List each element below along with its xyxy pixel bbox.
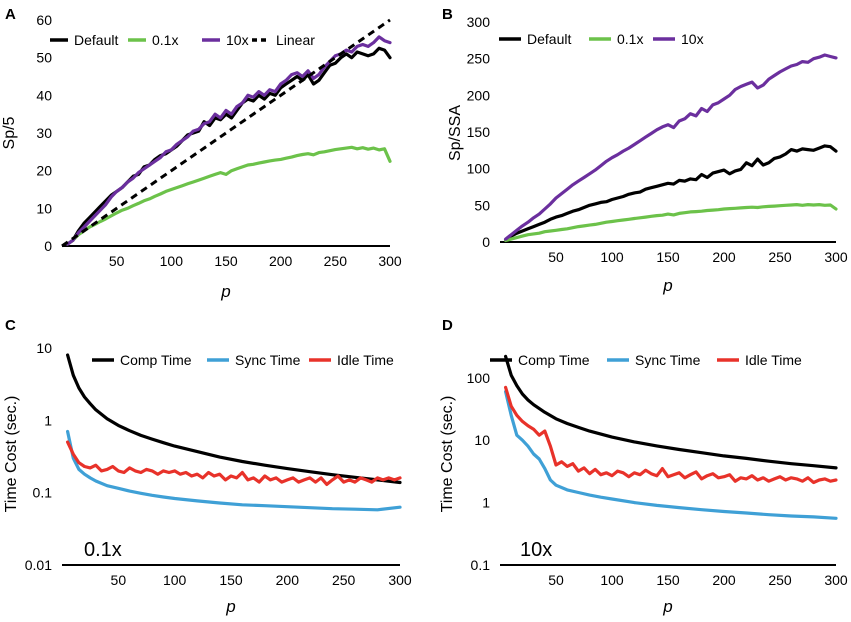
panel-letter: D <box>442 317 453 334</box>
x-tick-label: 50 <box>109 253 125 269</box>
x-tick-label: 300 <box>824 572 848 588</box>
y-tick-label: 100 <box>467 161 491 177</box>
x-tick-label: 50 <box>111 572 127 588</box>
condition-annotation: 0.1x <box>84 539 122 561</box>
y-tick-label: 1 <box>482 495 490 511</box>
y-tick-label: 250 <box>467 51 491 67</box>
y-tick-label: 150 <box>467 124 491 140</box>
x-tick-label: 300 <box>824 249 848 265</box>
series-line-linear <box>61 18 391 248</box>
panel-letter: B <box>442 6 453 23</box>
series-line-10x <box>504 53 838 241</box>
x-tick-label: 100 <box>600 249 624 265</box>
series-line-comp-time <box>65 353 402 485</box>
y-axis-title: Time Cost (sec.) <box>439 396 456 513</box>
y-tick-label: 30 <box>36 125 52 141</box>
legend-label: Sync Time <box>635 352 701 368</box>
x-axis-title: p <box>662 276 672 295</box>
legend-label: 0.1x <box>617 31 643 47</box>
legend: Comp Time Sync Time Idle Time <box>490 352 802 368</box>
legend-label: Comp Time <box>120 352 192 368</box>
series-line-0-1x <box>65 145 392 246</box>
y-tick-label: 200 <box>467 87 491 103</box>
series-line-sync-time <box>65 429 402 512</box>
legend-label: Idle Time <box>337 352 394 368</box>
legend-label: 10x <box>226 32 249 48</box>
y-tick-label: 50 <box>474 197 490 213</box>
x-tick-label: 150 <box>219 572 243 588</box>
legend: Default 0.1x 10x Linear <box>50 32 315 48</box>
x-tick-label: 250 <box>768 572 792 588</box>
y-axis-title: Sp/SSA <box>447 105 464 161</box>
x-tick-label: 200 <box>712 572 736 588</box>
series-line-idle-time <box>65 440 402 486</box>
panel-d: D 50 100 150 200 250 300 0.1 1 10 100 p Time Cost (s… <box>439 317 848 616</box>
y-tick-label: 20 <box>36 163 52 179</box>
x-tick-label: 100 <box>160 253 184 269</box>
x-tick-label: 200 <box>276 572 300 588</box>
legend-label: Default <box>527 31 571 47</box>
y-tick-label: 10 <box>474 432 490 448</box>
y-tick-label: 10 <box>36 200 52 216</box>
panel-a: A 50 100 150 200 250 300 0 10 20 30 40 50 60 p Sp/5 Defa… <box>1 6 402 301</box>
series-line-idle-time <box>504 385 838 485</box>
y-tick-label: 0 <box>44 238 52 254</box>
series-line-comp-time <box>504 354 838 470</box>
legend-label: Linear <box>276 32 315 48</box>
y-tick-label: 0.01 <box>25 557 52 573</box>
legend-label: Default <box>74 32 118 48</box>
y-tick-label: 0.1 <box>33 485 53 501</box>
y-tick-label: 1 <box>44 412 52 428</box>
x-axis-title: p <box>225 597 235 616</box>
y-axis-title: Sp/5 <box>1 116 18 149</box>
y-axis-title: Time Cost (sec.) <box>3 396 20 513</box>
x-tick-label: 250 <box>324 253 348 269</box>
x-tick-label: 150 <box>656 572 680 588</box>
legend-label: Idle Time <box>745 352 802 368</box>
panel-letter: C <box>5 317 16 334</box>
legend-label: Sync Time <box>235 352 301 368</box>
y-tick-label: 0.1 <box>471 557 491 573</box>
x-tick-label: 50 <box>548 572 564 588</box>
x-tick-label: 300 <box>388 572 412 588</box>
y-tick-label: 0 <box>482 234 490 250</box>
panel-letter: A <box>5 6 16 23</box>
y-tick-label: 60 <box>36 12 52 28</box>
x-axis-title: p <box>662 597 672 616</box>
y-tick-label: 10 <box>36 340 52 356</box>
y-tick-label: 300 <box>467 14 491 30</box>
x-axis-title: p <box>220 282 230 301</box>
x-tick-label: 250 <box>768 249 792 265</box>
x-tick-label: 50 <box>548 249 564 265</box>
x-tick-label: 300 <box>378 253 402 269</box>
legend: Default 0.1x 10x <box>499 31 704 47</box>
y-tick-label: 40 <box>36 87 52 103</box>
condition-annotation: 10x <box>520 539 552 561</box>
x-tick-label: 200 <box>269 253 293 269</box>
x-tick-label: 200 <box>712 249 736 265</box>
panel-c: C 50 100 150 200 250 300 0.01 0.1 1 10 p Time Cost (… <box>3 317 412 616</box>
y-tick-label: 100 <box>467 370 491 386</box>
series-line-sync-time <box>504 390 838 520</box>
series-line-10x <box>65 35 392 246</box>
series-line-0-1x <box>504 203 838 243</box>
legend-label: 10x <box>681 31 704 47</box>
x-tick-label: 250 <box>332 572 356 588</box>
x-tick-label: 100 <box>163 572 187 588</box>
legend-label: Comp Time <box>518 352 590 368</box>
y-tick-label: 50 <box>36 50 52 66</box>
legend-label: 0.1x <box>152 32 178 48</box>
x-tick-label: 100 <box>600 572 624 588</box>
legend: Comp Time Sync Time Idle Time <box>92 352 394 368</box>
series-line-default <box>504 144 838 242</box>
x-tick-label: 150 <box>656 249 680 265</box>
x-tick-label: 150 <box>214 253 238 269</box>
panel-b: B 50 100 150 200 250 300 0 50 100 150 200 250 300 p Sp/… <box>442 6 848 295</box>
